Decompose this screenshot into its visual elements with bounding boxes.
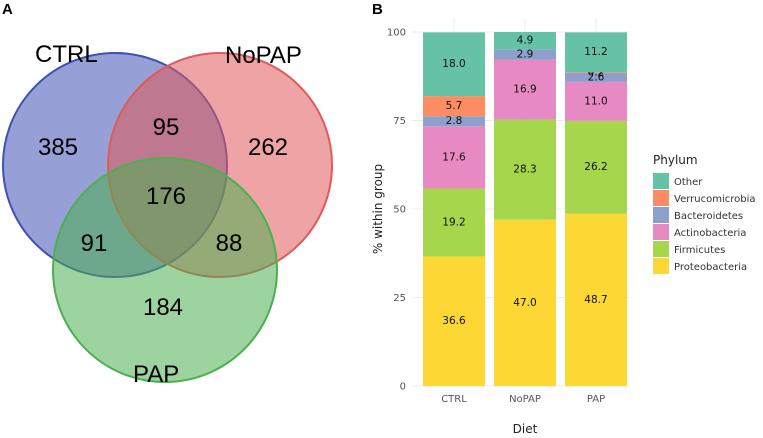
venn-count-all-three: 176 <box>146 183 186 210</box>
data-label: 5.7 <box>446 100 463 112</box>
bar-pap: 48.726.211.02.60.211.2 <box>565 32 627 386</box>
legend-label-actinobacteria: Actinobacteria <box>674 228 746 239</box>
data-label: 18.0 <box>442 58 465 70</box>
bar-segment-firmicutes <box>423 188 485 257</box>
venn-label-nopap: NoPAP <box>225 42 302 69</box>
y-axis-title: % within group <box>371 164 385 254</box>
bar-segment-firmicutes <box>565 120 627 214</box>
panel-a-letter: A <box>2 1 13 18</box>
bar-ctrl: 36.6 19.2 17.6 2.8 5.7 18.0 <box>423 32 485 386</box>
legend-swatch-firmicutes <box>653 241 669 257</box>
data-label: 11.0 <box>584 95 607 107</box>
bar-segment-other <box>565 32 627 73</box>
data-label: 2.9 <box>517 48 534 60</box>
y-tick-label: 50 <box>393 205 406 216</box>
venn-count-pap-only: 184 <box>143 294 183 321</box>
legend: Phylum Other Verrucomicrobia Bacteroidetes… <box>653 153 756 274</box>
bars: 36.6 19.2 17.6 2.8 5.7 18.0 47.0 28.3 16.9 2.94.9… <box>423 32 627 386</box>
stacked-bar-chart: B 36.619.217.62.85.718.047.028.316.92.94… <box>371 1 756 436</box>
legend-label-firmicutes: Firmicutes <box>674 245 725 256</box>
venn-circle-pap <box>52 157 278 383</box>
venn-diagram: A CTRL NoPAP PAP 385 262 184 95 91 88 17… <box>2 1 333 388</box>
bar-segment-firmicutes <box>494 119 556 220</box>
bar-segment-bacteroidetes <box>494 49 556 60</box>
y-tick-label: 25 <box>393 293 406 304</box>
data-label: 48.7 <box>584 294 607 306</box>
bar-segment-verrucomicrobia <box>565 72 627 73</box>
legend-label-verrucomicrobia: Verrucomicrobia <box>674 194 756 205</box>
y-tick-label: 100 <box>387 28 406 39</box>
bar-segment-bacteroidetes <box>423 116 485 127</box>
data-label: 36.6 <box>442 315 466 327</box>
legend-swatch-verrucomicrobia <box>653 190 669 206</box>
x-tick-labels: CTRL NoPAP PAP <box>441 394 605 405</box>
bar-segment-bacteroidetes <box>565 72 627 82</box>
data-label: 17.6 <box>442 151 466 163</box>
legend-title: Phylum <box>653 153 698 167</box>
bar-segment-proteobacteria <box>494 219 556 386</box>
data-label: 19.2 <box>442 216 465 228</box>
data-label: 4.9 <box>517 35 534 47</box>
venn-count-ctrl-pap: 91 <box>81 230 108 257</box>
legend-swatch-actinobacteria <box>653 224 669 240</box>
y-tick-labels: 0 25 50 75 100 <box>387 28 406 393</box>
y-tick-label: 0 <box>400 382 406 393</box>
venn-label-ctrl: CTRL <box>35 41 98 68</box>
x-tick-label: CTRL <box>441 394 467 405</box>
venn-count-nopap-only: 262 <box>248 134 288 161</box>
x-tick-label: PAP <box>587 394 605 405</box>
data-label: 2.8 <box>446 115 463 127</box>
venn-label-pap: PAP <box>133 361 179 388</box>
y-tick-label: 75 <box>393 116 406 127</box>
data-label: 11.2 <box>584 46 607 58</box>
data-label: 26.2 <box>584 161 607 173</box>
bar-segment-proteobacteria <box>423 256 485 386</box>
legend-swatch-proteobacteria <box>653 258 669 274</box>
legend-label-other: Other <box>674 177 703 188</box>
legend-label-proteobacteria: Proteobacteria <box>674 262 747 273</box>
x-axis-title: Diet <box>513 422 538 436</box>
venn-count-nopap-pap: 88 <box>216 230 243 257</box>
data-label: 2.6 <box>588 71 605 83</box>
venn-count-ctrl-nopap: 95 <box>153 114 180 141</box>
venn-count-ctrl-only: 385 <box>38 134 78 161</box>
bar-segment-actinobacteria <box>565 81 627 121</box>
x-tick-label: NoPAP <box>509 394 541 405</box>
bar-nopap: 47.0 28.3 16.9 2.94.9 <box>494 32 556 386</box>
bar-segment-other <box>494 32 556 50</box>
bar-segment-actinobacteria <box>494 59 556 120</box>
data-label: 47.0 <box>513 297 536 309</box>
legend-swatch-bacteroidetes <box>653 207 669 223</box>
bar-segment-proteobacteria <box>565 213 627 386</box>
bar-segment-verrucomicrobia <box>423 96 485 117</box>
data-label: 16.9 <box>513 84 536 96</box>
panel-b-letter: B <box>372 1 383 18</box>
legend-label-bacteroidetes: Bacteroidetes <box>674 211 743 222</box>
bar-segment-actinobacteria <box>423 126 485 189</box>
legend-swatch-other <box>653 173 669 189</box>
bar-segment-other <box>423 32 485 97</box>
data-label: 28.3 <box>513 164 536 176</box>
